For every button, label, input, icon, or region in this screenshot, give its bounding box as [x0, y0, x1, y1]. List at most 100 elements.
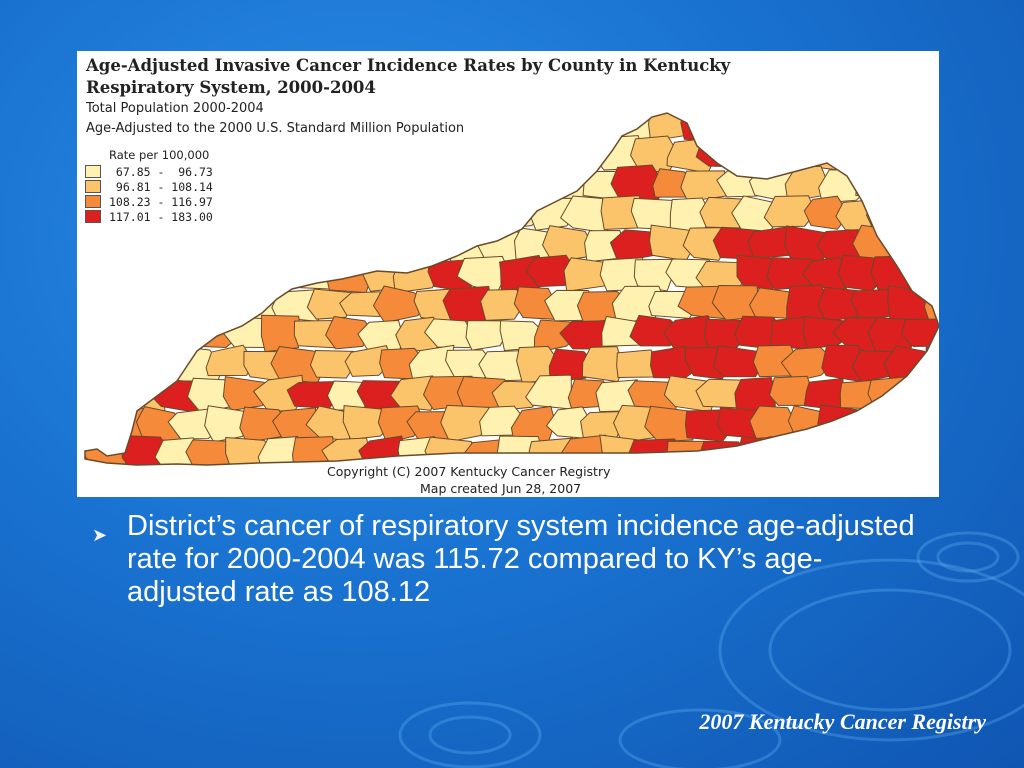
county-region — [205, 344, 256, 377]
legend-swatch — [85, 180, 101, 193]
county-region — [238, 470, 287, 497]
county-region — [87, 375, 133, 410]
county-region — [293, 195, 337, 234]
county-region — [887, 285, 932, 324]
county-region — [154, 254, 201, 291]
county-region — [797, 136, 854, 171]
county-region — [324, 134, 372, 171]
county-region — [107, 466, 152, 497]
county-region — [138, 471, 189, 497]
county-region — [390, 375, 439, 411]
map-title: Age-Adjusted Invasive Cancer Incidence R… — [86, 55, 730, 99]
county-region — [176, 226, 221, 264]
county-region — [822, 113, 864, 142]
county-region — [763, 136, 816, 169]
county-region — [220, 196, 270, 230]
county-region — [883, 224, 937, 258]
county-region — [545, 113, 597, 143]
county-region — [907, 198, 939, 229]
county-region — [752, 113, 797, 143]
county-region — [339, 291, 388, 318]
county-region — [456, 139, 507, 174]
map-title-line2: Respiratory System, 2000-2004 — [86, 78, 376, 97]
county-region — [728, 138, 777, 171]
county-region — [865, 197, 912, 230]
map-copyright: Copyright (C) 2007 Kentucky Cancer Regis… — [327, 464, 611, 479]
county-region — [122, 255, 170, 294]
map-subtitle-2: Age-Adjusted to the 2000 U.S. Standard M… — [86, 121, 465, 136]
county-region — [937, 375, 939, 414]
county-region — [123, 317, 171, 348]
county-region — [325, 315, 374, 350]
county-region — [440, 404, 492, 443]
county-region — [85, 345, 116, 383]
kentucky-county-map — [77, 112, 939, 497]
county-region — [882, 113, 934, 141]
county-region — [883, 345, 939, 383]
county-region — [835, 135, 884, 173]
county-region — [854, 407, 902, 438]
county-region — [786, 113, 831, 141]
county-region — [85, 229, 117, 263]
county-region — [904, 137, 939, 168]
legend-label: 96.81 - 108.14 — [109, 179, 213, 194]
county-region — [77, 470, 114, 497]
map-title-line1: Age-Adjusted Invasive Cancer Incidence R… — [86, 56, 731, 75]
county-region — [85, 410, 119, 442]
legend-entry: 117.01 - 183.00 — [85, 209, 213, 224]
county-region — [480, 288, 528, 321]
map-subtitle-1: Total Population 2000-2004 — [86, 101, 264, 116]
county-region — [444, 164, 494, 203]
county-region — [218, 136, 273, 170]
county-region — [480, 113, 525, 143]
bullet-text: District’s cancer of respiratory system … — [127, 510, 915, 608]
county-region — [91, 257, 137, 289]
county-region — [395, 136, 441, 172]
county-region — [139, 285, 190, 322]
county-region — [306, 227, 361, 259]
county-region — [345, 165, 393, 200]
county-region — [873, 135, 919, 171]
county-region — [881, 168, 934, 202]
legend-entry: 108.23 - 116.97 — [85, 194, 213, 209]
county-region — [107, 287, 152, 324]
county-region — [511, 113, 563, 144]
map-created-date: Map created Jun 28, 2007 — [420, 481, 582, 496]
county-region — [548, 348, 594, 382]
map-panel: Age-Adjusted Invasive Cancer Incidence R… — [77, 51, 939, 497]
county-region — [121, 435, 171, 465]
county-region — [900, 318, 939, 348]
county-region — [867, 375, 916, 409]
county-region — [410, 165, 463, 197]
county-region — [712, 113, 768, 144]
county-region — [261, 258, 301, 288]
county-region — [205, 224, 254, 260]
county-region — [498, 136, 541, 173]
bullet-arrow-icon: ➤ — [92, 525, 108, 545]
county-region — [432, 134, 471, 172]
county-region — [225, 255, 272, 292]
county-region — [205, 464, 257, 465]
county-region — [101, 346, 157, 382]
county-region — [920, 165, 939, 202]
county-region — [136, 224, 186, 262]
county-region — [917, 113, 939, 143]
county-region — [270, 165, 323, 202]
county-region — [222, 376, 271, 412]
county-region — [680, 170, 727, 202]
county-region — [106, 228, 150, 259]
county-region — [480, 172, 527, 198]
legend-label: 67.85 - 96.73 — [109, 164, 213, 179]
county-region — [392, 197, 439, 232]
county-region — [575, 113, 625, 140]
legend-swatch — [85, 165, 101, 178]
county-region — [253, 195, 304, 234]
legend-label: 108.23 - 116.97 — [109, 194, 213, 209]
county-region — [935, 140, 939, 173]
county-region — [171, 285, 216, 318]
county-region — [515, 170, 559, 202]
county-region — [277, 466, 322, 497]
county-region — [525, 134, 580, 170]
county-region — [85, 290, 115, 324]
county-region — [901, 377, 939, 414]
